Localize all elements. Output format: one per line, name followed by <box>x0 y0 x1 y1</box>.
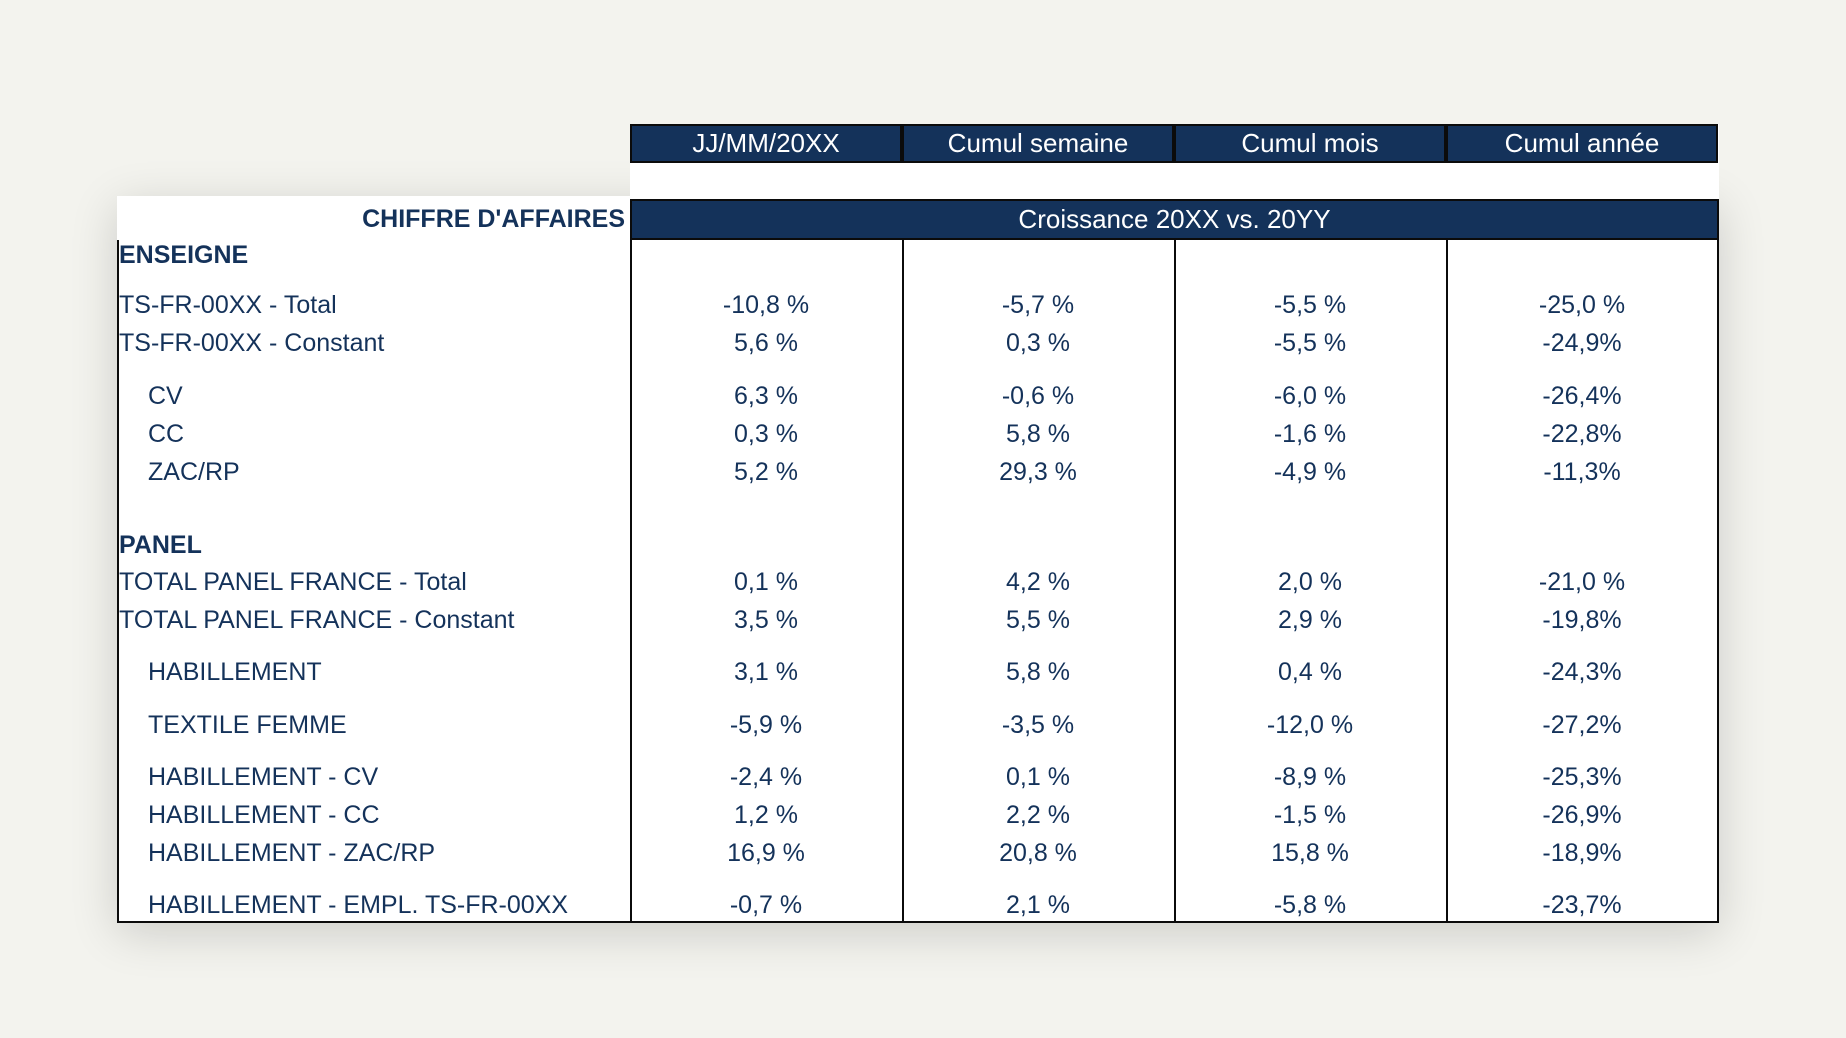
cell-value: 2,2 % <box>1006 801 1070 829</box>
section-row-enseigne: ENSEIGNE <box>0 237 1846 273</box>
section-row-panel: PANEL <box>0 527 1846 563</box>
row-label: TS-FR-00XX - Total <box>119 291 337 319</box>
cell-value: -10,8 % <box>722 291 810 319</box>
cell-value: -4,9 % <box>1273 458 1347 486</box>
table-row: TOTAL PANEL FRANCE - Total 0,1 % 4,2 % 2… <box>0 564 1846 600</box>
cell-value: -19,8% <box>1542 606 1622 634</box>
cell-value: -2,4 % <box>729 763 803 791</box>
cell-value: 3,1 % <box>734 658 798 686</box>
row-label: HABILLEMENT <box>148 658 322 686</box>
row-label: HABILLEMENT - EMPL. TS-FR-00XX <box>148 891 569 919</box>
column-header-cumul-mois: Cumul mois <box>1174 124 1446 163</box>
row-label: CV <box>148 382 183 410</box>
cell-value: -5,5 % <box>1273 329 1347 357</box>
cell-value: 5,6 % <box>734 329 798 357</box>
table-sheet <box>117 196 1719 923</box>
table-row: HABILLEMENT - ZAC/RP 16,9 % 20,8 % 15,8 … <box>0 835 1846 871</box>
table-row: CV 6,3 % -0,6 % -6,0 % -26,4% <box>0 378 1846 414</box>
section-title-panel: PANEL <box>119 531 202 559</box>
row-label: HABILLEMENT - CC <box>148 801 380 829</box>
grid-line <box>1174 240 1176 923</box>
table-row: HABILLEMENT 3,1 % 5,8 % 0,4 % -24,3% <box>0 654 1846 690</box>
cell-value: 5,5 % <box>1006 606 1070 634</box>
grid-line-bottom <box>117 921 1719 923</box>
cell-value: -21,0 % <box>1538 568 1626 596</box>
row-label: HABILLEMENT - CV <box>148 763 379 791</box>
cell-value: 3,5 % <box>734 606 798 634</box>
cell-value: -0,6 % <box>1001 382 1075 410</box>
grid-line <box>630 240 632 923</box>
cell-value: 2,1 % <box>1006 891 1070 919</box>
cell-value: 5,8 % <box>1006 420 1070 448</box>
cell-value: -5,5 % <box>1273 291 1347 319</box>
row-label: TOTAL PANEL FRANCE - Constant <box>119 606 515 634</box>
cell-value: -3,5 % <box>1001 711 1075 739</box>
cell-value: -27,2% <box>1542 711 1622 739</box>
cell-value: 0,3 % <box>734 420 798 448</box>
table-row: CC 0,3 % 5,8 % -1,6 % -22,8% <box>0 416 1846 452</box>
cell-value: -1,6 % <box>1273 420 1347 448</box>
cell-value: -11,3% <box>1543 458 1621 486</box>
cell-value: -24,3% <box>1542 658 1622 686</box>
grid-line <box>117 240 119 923</box>
cell-value: -1,5 % <box>1273 801 1347 829</box>
table-row: HABILLEMENT - CC 1,2 % 2,2 % -1,5 % -26,… <box>0 797 1846 833</box>
cell-value: -25,3% <box>1542 763 1622 791</box>
row-label: ZAC/RP <box>148 458 240 486</box>
cell-value: 0,1 % <box>1006 763 1070 791</box>
grid-line <box>902 240 904 923</box>
cell-value: 5,2 % <box>734 458 798 486</box>
row-title-chiffre-affaires: CHIFFRE D'AFFAIRES <box>362 205 625 233</box>
cell-value: -18,9% <box>1542 839 1622 867</box>
row-label: CC <box>148 420 185 448</box>
growth-band: Croissance 20XX vs. 20YY <box>630 199 1719 240</box>
grid-line <box>1717 240 1719 923</box>
cell-value: -5,8 % <box>1273 891 1347 919</box>
table-row: TS-FR-00XX - Total -10,8 % -5,7 % -5,5 %… <box>0 287 1846 323</box>
column-header-date: JJ/MM/20XX <box>630 124 902 163</box>
row-label: TS-FR-00XX - Constant <box>119 329 385 357</box>
table-row: ZAC/RP 5,2 % 29,3 % -4,9 % -11,3% <box>0 454 1846 490</box>
table-row: TOTAL PANEL FRANCE - Constant 3,5 % 5,5 … <box>0 602 1846 638</box>
grid-line <box>1446 240 1448 923</box>
cell-value: 0,1 % <box>734 568 798 596</box>
cell-value: 29,3 % <box>999 458 1077 486</box>
section-title-enseigne: ENSEIGNE <box>119 241 249 269</box>
cell-value: 1,2 % <box>734 801 798 829</box>
cell-value: 2,9 % <box>1278 606 1342 634</box>
cell-value: -26,9% <box>1542 801 1622 829</box>
cell-value: 0,3 % <box>1006 329 1070 357</box>
cell-value: 15,8 % <box>1271 839 1349 867</box>
cell-value: 16,9 % <box>727 839 805 867</box>
cell-value: 0,4 % <box>1278 658 1342 686</box>
row-label: TEXTILE FEMME <box>148 711 347 739</box>
cell-value: 2,0 % <box>1278 568 1342 596</box>
cell-value: -12,0 % <box>1266 711 1354 739</box>
row-label: TOTAL PANEL FRANCE - Total <box>119 568 467 596</box>
cell-value: 4,2 % <box>1006 568 1070 596</box>
cell-value: -6,0 % <box>1273 382 1347 410</box>
cell-value: -0,7 % <box>729 891 803 919</box>
table-row: TEXTILE FEMME -5,9 % -3,5 % -12,0 % -27,… <box>0 707 1846 743</box>
cell-value: 6,3 % <box>734 382 798 410</box>
cell-value: -25,0 % <box>1538 291 1626 319</box>
cell-value: -26,4% <box>1542 382 1622 410</box>
cell-value: -23,7% <box>1542 891 1622 919</box>
cell-value: -22,8% <box>1542 420 1622 448</box>
cell-value: -8,9 % <box>1273 763 1347 791</box>
column-header-cumul-annee: Cumul année <box>1446 124 1718 163</box>
row-label: HABILLEMENT - ZAC/RP <box>148 839 436 867</box>
cell-value: 20,8 % <box>999 839 1077 867</box>
table-row: TS-FR-00XX - Constant 5,6 % 0,3 % -5,5 %… <box>0 325 1846 361</box>
cell-value: -5,9 % <box>729 711 803 739</box>
column-header-cumul-semaine: Cumul semaine <box>902 124 1174 163</box>
table-row: HABILLEMENT - EMPL. TS-FR-00XX -0,7 % 2,… <box>0 887 1846 923</box>
cell-value: -24,9% <box>1542 329 1622 357</box>
table-row: HABILLEMENT - CV -2,4 % 0,1 % -8,9 % -25… <box>0 759 1846 795</box>
cell-value: 5,8 % <box>1006 658 1070 686</box>
cell-value: -5,7 % <box>1001 291 1075 319</box>
